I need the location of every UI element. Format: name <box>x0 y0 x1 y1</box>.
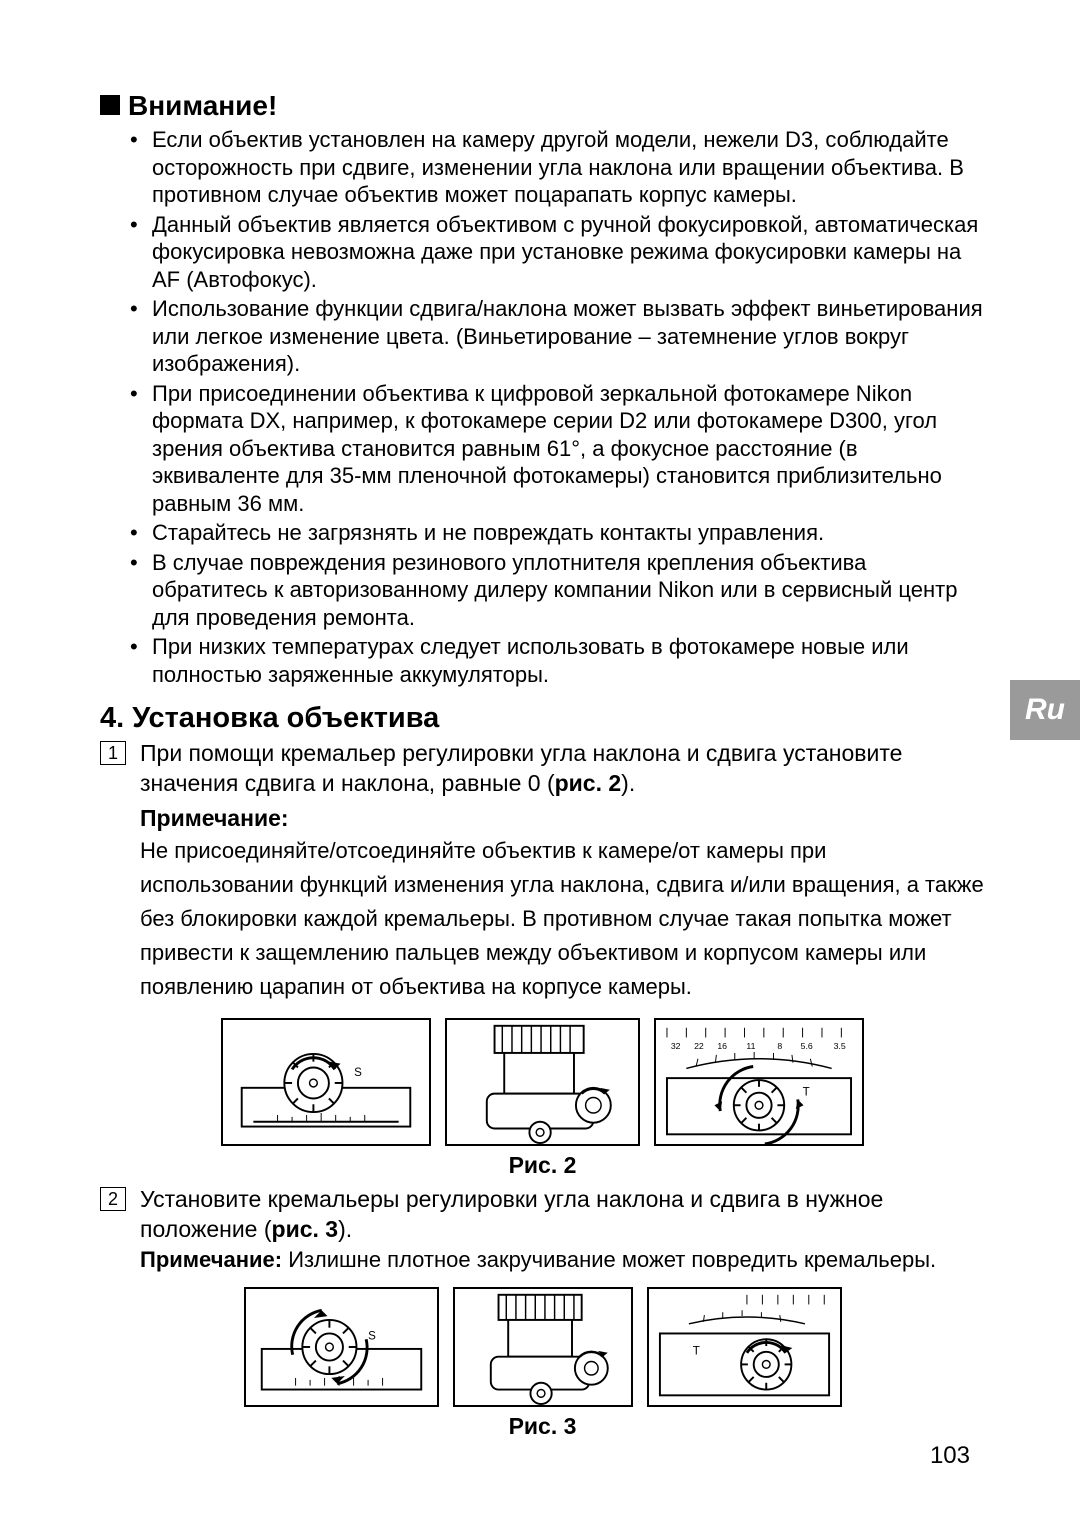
bullet-text: Если объектив установлен на камеру друго… <box>152 127 964 207</box>
figure-3-caption: Рис. 3 <box>100 1413 985 1440</box>
step-2-text-pre: Установите кремальеры регулировки угла н… <box>140 1186 883 1242</box>
bullet-text: При присоединении объектива к цифровой з… <box>152 381 942 516</box>
svg-text:5.6: 5.6 <box>801 1041 813 1051</box>
list-item: При низких температурах следует использо… <box>130 633 985 688</box>
bullet-text: Данный объектив является объективом с ру… <box>152 212 978 292</box>
svg-text:16: 16 <box>717 1041 727 1051</box>
svg-text:32: 32 <box>671 1041 681 1051</box>
list-item: При присоединении объектива к цифровой з… <box>130 380 985 518</box>
figure-2-row: S 3222161185.63. <box>100 1018 985 1146</box>
fig3-panel-3: T <box>647 1287 842 1407</box>
fig3-panel-1: S <box>244 1287 439 1407</box>
bullet-text: При низких температурах следует использо… <box>152 634 909 687</box>
diagram-icon <box>447 1020 638 1144</box>
svg-text:11: 11 <box>746 1041 755 1051</box>
attention-heading-text: Внимание! <box>128 90 277 122</box>
diagram-icon: S <box>246 1289 437 1405</box>
diagram-icon: S <box>223 1020 429 1144</box>
note-2: Примечание: Излишне плотное закручивание… <box>100 1247 985 1273</box>
svg-text:T: T <box>803 1086 810 1099</box>
svg-text:22: 22 <box>694 1041 704 1051</box>
fig2-panel-1: S <box>221 1018 431 1146</box>
bullet-text: В случае повреждения резинового уплотнит… <box>152 550 957 630</box>
note-1-text: Не присоединяйте/отсоединяйте объектив к… <box>100 834 985 1004</box>
svg-text:3.5: 3.5 <box>834 1041 846 1051</box>
fig2-panel-3: 32 22 16 11 8 5.6 3.5 T <box>654 1018 864 1146</box>
svg-text:T: T <box>692 1345 699 1358</box>
list-item: Старайтесь не загрязнять и не повреждать… <box>130 519 985 547</box>
step-1-text-post: ). <box>621 770 635 796</box>
language-tab: Ru <box>1010 680 1080 740</box>
diagram-icon <box>455 1289 631 1405</box>
page-number: 103 <box>930 1442 970 1470</box>
square-bullet-icon <box>100 95 120 115</box>
svg-text:S: S <box>354 1066 362 1079</box>
diagram-icon: T <box>649 1289 840 1405</box>
note-2-label: Примечание: <box>140 1247 282 1272</box>
list-item: В случае повреждения резинового уплотнит… <box>130 549 985 632</box>
step-2-text-post: ). <box>338 1216 352 1242</box>
note-1-label: Примечание: <box>100 805 985 832</box>
fig2-panel-2 <box>445 1018 640 1146</box>
note-2-text: Излишне плотное закручивание может повре… <box>282 1247 936 1272</box>
attention-bullets: Если объектив установлен на камеру друго… <box>100 126 985 688</box>
list-item: Данный объектив является объективом с ру… <box>130 211 985 294</box>
list-item: Использование функции сдвига/наклона мож… <box>130 295 985 378</box>
fig3-panel-2 <box>453 1287 633 1407</box>
step-number-2-icon: 2 <box>100 1187 126 1211</box>
list-item: Если объектив установлен на камеру друго… <box>130 126 985 209</box>
svg-text:8: 8 <box>777 1041 782 1051</box>
step-1-figref: рис. 2 <box>555 770 622 796</box>
section-4-title: 4. Установка объектива <box>100 702 985 735</box>
step-2: 2 Установите кремальеры регулировки угла… <box>100 1185 985 1245</box>
figure-2-caption: Рис. 2 <box>100 1152 985 1179</box>
step-1-text-pre: При помощи кремальер регулировки угла на… <box>140 740 902 796</box>
bullet-text: Старайтесь не загрязнять и не повреждать… <box>152 520 824 545</box>
bullet-text: Использование функции сдвига/наклона мож… <box>152 296 983 376</box>
step-number-1-icon: 1 <box>100 741 126 765</box>
attention-heading: Внимание! <box>100 90 985 122</box>
diagram-icon: 32 22 16 11 8 5.6 3.5 T <box>656 1020 862 1144</box>
step-2-figref: рис. 3 <box>272 1216 339 1242</box>
figure-3-row: S <box>100 1287 985 1407</box>
step-1: 1 При помощи кремальер регулировки угла … <box>100 739 985 799</box>
language-tab-label: Ru <box>1025 693 1065 727</box>
svg-text:S: S <box>368 1329 376 1342</box>
